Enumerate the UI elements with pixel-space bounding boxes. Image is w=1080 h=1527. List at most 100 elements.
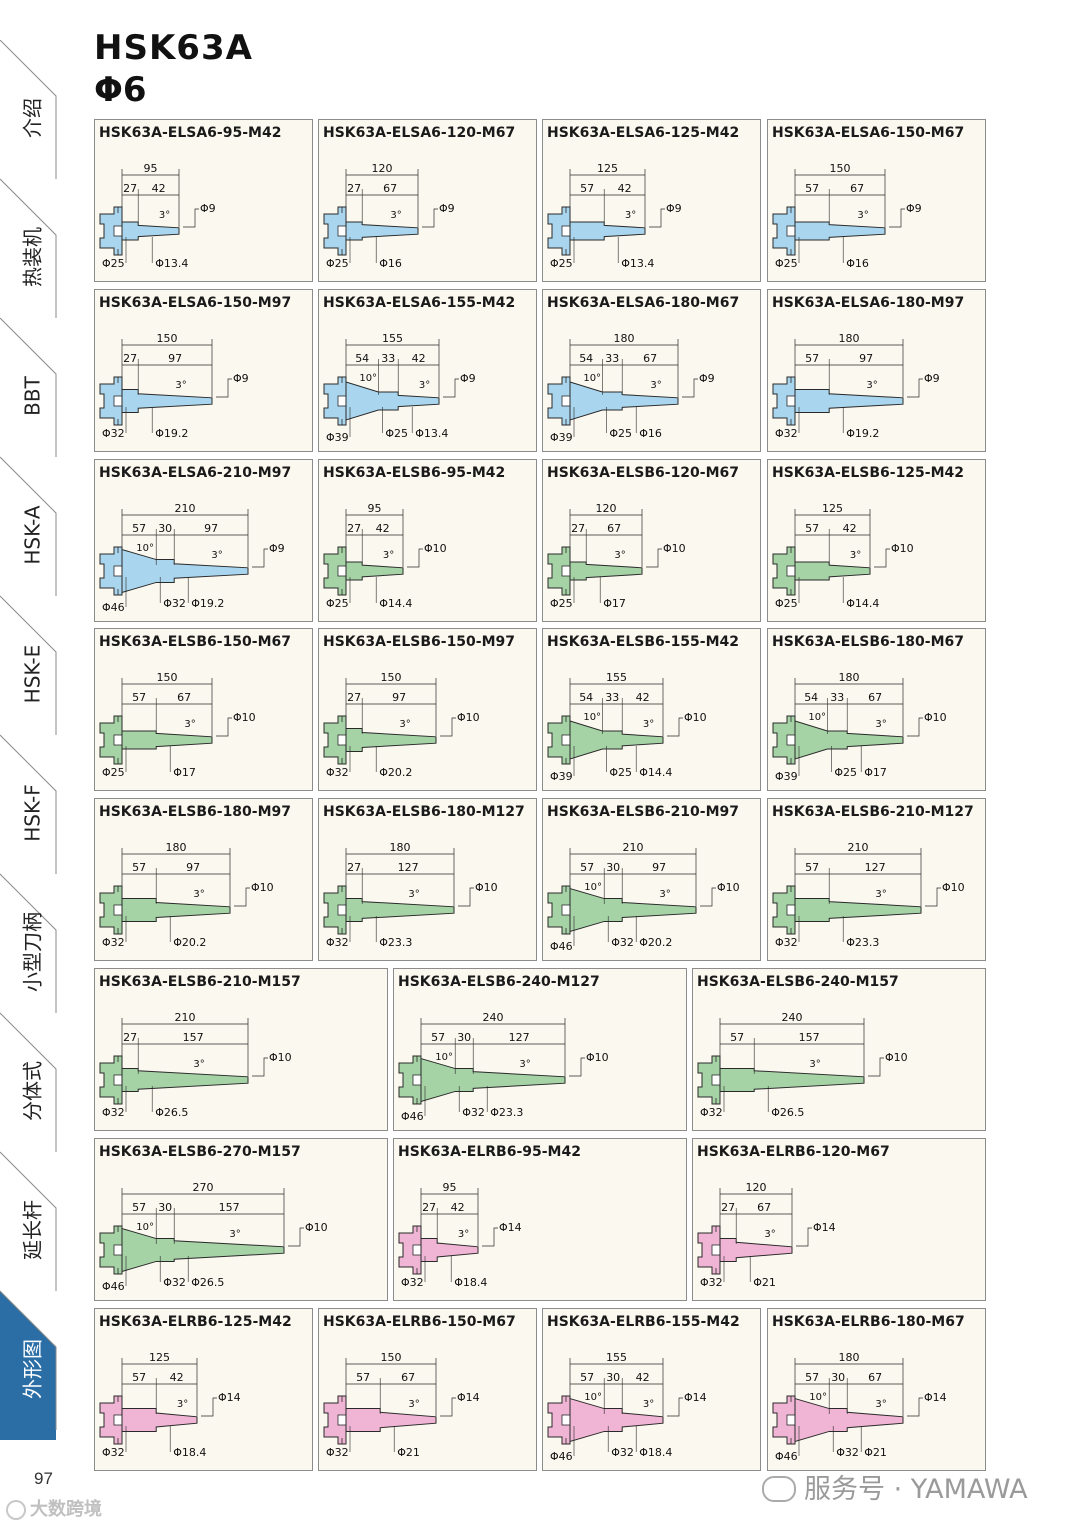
hsk-shank — [99, 1055, 123, 1105]
product-card: HSK63A-ELSB6-180-M127 180 27 127 3° Φ10 Φ32 Φ23… — [318, 798, 537, 961]
holder-body — [99, 715, 123, 765]
diameter-label: Φ32 — [102, 936, 125, 949]
segment-length-label: 42 — [376, 522, 390, 535]
side-tab-label: 分体式 — [21, 1061, 45, 1121]
diameter-label: Φ26.5 — [771, 1106, 804, 1119]
segment-length-label: 57 — [805, 182, 819, 195]
hsk-shank — [547, 715, 571, 765]
cone-angle-label: 10° — [583, 373, 601, 384]
segment-length-label: 42 — [636, 691, 650, 704]
diameter-label: Φ25 — [102, 257, 125, 270]
product-card: HSK63A-ELSB6-210-M127 210 57 127 3° Φ10 Φ32 Φ23… — [767, 798, 986, 961]
segment-length-label: 57 — [580, 1371, 594, 1384]
diameter-label: Φ14.4 — [846, 597, 879, 610]
product-code: HSK63A-ELSA6-150-M97 — [99, 295, 291, 311]
holder-body — [323, 206, 347, 256]
dimension-group: 180 54 33 67 3° 10° Φ10 Φ39 Φ25 Φ17 — [775, 671, 947, 783]
hsk-slot — [113, 225, 123, 237]
tip-diameter-label: Φ10 — [586, 1051, 609, 1064]
tip-diameter-leader — [458, 887, 474, 907]
hsk-shank — [772, 715, 796, 765]
segment-length-label: 54 — [579, 352, 593, 365]
hsk-shank — [697, 1055, 721, 1105]
total-length-label: 180 — [166, 841, 187, 854]
extension-body — [569, 720, 664, 760]
hsk-slot — [113, 1244, 123, 1256]
hsk-shank — [547, 885, 571, 935]
taper-angle-label: 3° — [408, 1399, 419, 1410]
segment-length-label: 54 — [804, 691, 818, 704]
taper-angle-label: 3° — [177, 1399, 188, 1410]
product-card-frame — [692, 1138, 986, 1301]
product-code: HSK63A-ELSB6-210-M157 — [99, 974, 301, 990]
product-card-frame — [542, 628, 761, 791]
segment-length-label: 42 — [618, 182, 632, 195]
side-tab: HSK-A — [0, 456, 57, 596]
side-tab-label: HSK-E — [21, 645, 45, 704]
segment-length-label: 97 — [186, 861, 200, 874]
segment-length-label: 30 — [831, 1371, 845, 1384]
holder-body — [772, 206, 796, 256]
segment-length-label: 57 — [805, 861, 819, 874]
hsk-slot — [113, 565, 123, 577]
segment-length-label: 57 — [132, 1371, 146, 1384]
holder-body — [398, 1055, 422, 1105]
taper-angle-label: 3° — [625, 210, 636, 221]
total-length-label: 150 — [830, 162, 851, 175]
product-card-frame — [318, 628, 537, 791]
segment-length-label: 27 — [347, 182, 361, 195]
tip-diameter-leader — [889, 208, 905, 228]
diameter-label: Φ13.4 — [155, 257, 188, 270]
segment-length-label: 57 — [356, 1371, 370, 1384]
side-tab-border — [0, 456, 57, 596]
product-card-frame — [318, 1308, 537, 1471]
tip-diameter-leader — [422, 208, 438, 228]
diameter-label: Φ32 — [401, 1276, 424, 1289]
total-length-label: 95 — [368, 502, 382, 515]
segment-length-label: 30 — [457, 1031, 471, 1044]
dimension-group: 155 57 30 42 3° 10° Φ14 Φ46 Φ32 Φ18.4 — [550, 1351, 707, 1463]
taper-angle-label: 3° — [809, 1059, 820, 1070]
total-length-label: 125 — [822, 502, 843, 515]
diameter-label: Φ32 — [462, 1106, 485, 1119]
hsk-shank — [323, 376, 347, 426]
diameter-label: Φ32 — [102, 427, 125, 440]
diameter-label: Φ23.3 — [490, 1106, 523, 1119]
tip-diameter-leader — [252, 548, 268, 568]
hsk-shank — [99, 206, 123, 256]
tip-diameter-label: Φ14 — [924, 1391, 947, 1404]
taper-angle-label: 3° — [875, 719, 886, 730]
product-code: HSK63A-ELSA6-120-M67 — [323, 125, 515, 141]
holder-body — [323, 885, 347, 935]
segment-length-label: 157 — [183, 1031, 204, 1044]
product-card: HSK63A-ELSB6-270-M157 270 57 30 157 3° 10° Φ10 Φ… — [94, 1138, 388, 1301]
cone-angle-label: 10° — [584, 882, 602, 893]
holder-body — [99, 885, 123, 935]
tip-diameter-label: Φ10 — [684, 711, 707, 724]
tip-diameter-label: Φ9 — [924, 372, 940, 385]
product-code: HSK63A-ELSB6-150-M97 — [323, 634, 515, 650]
diameter-label: Φ21 — [753, 1276, 776, 1289]
taper-angle-label: 3° — [614, 550, 625, 561]
segment-length-label: 57 — [431, 1031, 445, 1044]
product-card: HSK63A-ELSA6-150-M97 150 27 97 3° Φ9 Φ32 Φ19.2 — [94, 289, 313, 452]
product-card-frame — [318, 798, 537, 961]
tip-diameter-leader — [796, 1227, 812, 1247]
side-tab-border — [0, 178, 57, 318]
total-length-label: 210 — [175, 1011, 196, 1024]
hsk-slot — [786, 395, 796, 407]
segment-length-label: 67 — [850, 182, 864, 195]
taper-angle-label: 3° — [857, 210, 868, 221]
diameter-label: Φ32 — [700, 1106, 723, 1119]
taper-angle-label: 3° — [643, 1399, 654, 1410]
cone-angle-label: 10° — [136, 543, 154, 554]
tip-diameter-label: Φ9 — [906, 202, 922, 215]
product-card-frame — [767, 459, 986, 622]
tip-diameter-leader — [700, 887, 716, 907]
dimension-group: 210 57 127 3° Φ10 Φ32 Φ23.3 — [775, 841, 965, 949]
diameter-label: Φ26.5 — [155, 1106, 188, 1119]
side-tab-border — [0, 595, 57, 735]
taper-angle-label: 3° — [866, 380, 877, 391]
dimension-group: 210 57 30 97 3° 10° Φ9 Φ46 Φ32 Φ19.2 — [102, 502, 285, 614]
hsk-slot — [113, 395, 123, 407]
